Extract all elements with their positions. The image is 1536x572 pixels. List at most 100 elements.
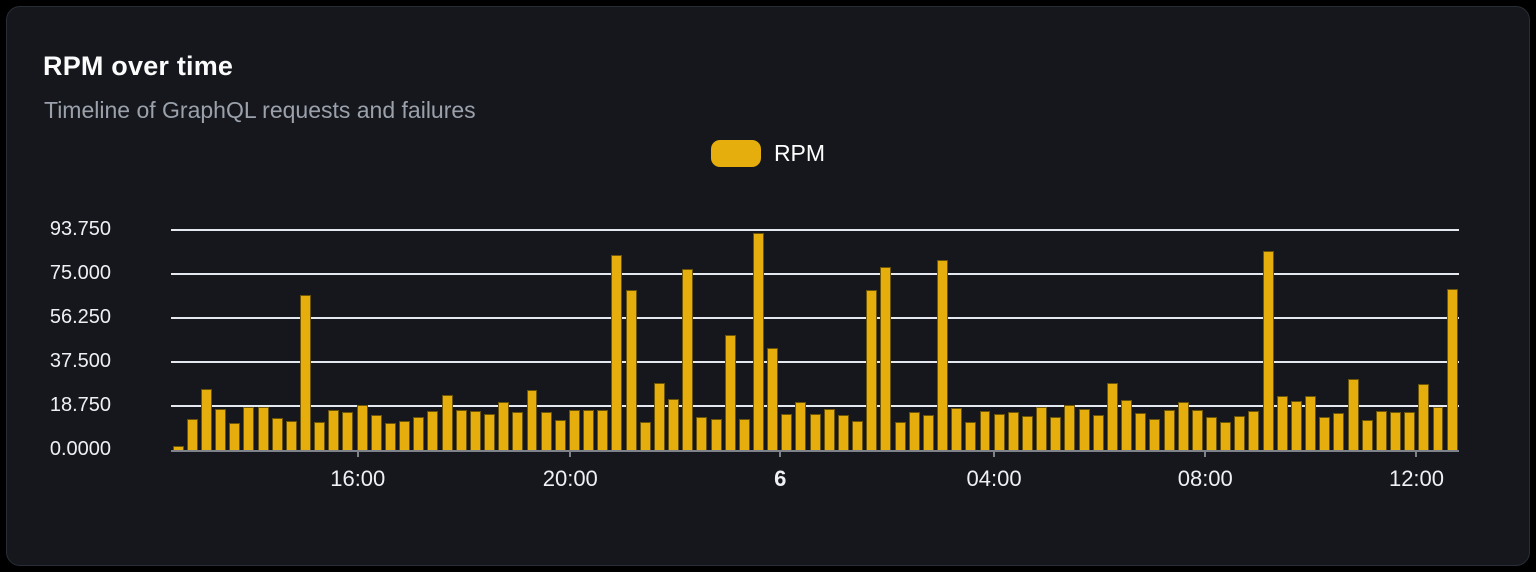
rpm-bar[interactable] bbox=[852, 421, 864, 450]
rpm-bar[interactable] bbox=[1290, 400, 1302, 450]
rpm-bar[interactable] bbox=[951, 408, 963, 450]
rpm-bar[interactable] bbox=[965, 422, 977, 450]
chart-subtitle: Timeline of GraphQL requests and failure… bbox=[44, 97, 476, 123]
rpm-bar[interactable] bbox=[1163, 409, 1175, 450]
rpm-bar[interactable] bbox=[215, 408, 227, 450]
rpm-bar[interactable] bbox=[370, 414, 382, 450]
rpm-bar[interactable] bbox=[1092, 415, 1104, 450]
rpm-bar[interactable] bbox=[1319, 416, 1331, 450]
rpm-bar[interactable] bbox=[1361, 419, 1373, 450]
rpm-bar[interactable] bbox=[724, 334, 736, 450]
rpm-bar[interactable] bbox=[271, 418, 283, 450]
legend-label-rpm: RPM bbox=[773, 140, 826, 166]
rpm-bar[interactable] bbox=[937, 260, 948, 450]
rpm-bar[interactable] bbox=[866, 289, 878, 450]
legend-item-rpm[interactable]: RPM bbox=[710, 140, 826, 167]
rpm-bar[interactable] bbox=[554, 419, 566, 450]
rpm-bar[interactable] bbox=[540, 412, 552, 450]
rpm-bar[interactable] bbox=[668, 398, 680, 450]
rpm-bar[interactable] bbox=[484, 413, 495, 450]
rpm-bar[interactable] bbox=[1121, 399, 1133, 450]
rpm-bar[interactable] bbox=[1446, 289, 1458, 450]
rpm-bar[interactable] bbox=[653, 382, 665, 450]
rpm-bar[interactable] bbox=[1418, 384, 1430, 450]
rpm-bar[interactable] bbox=[753, 233, 764, 450]
rpm-bar[interactable] bbox=[200, 389, 212, 450]
legend-swatch-rpm bbox=[710, 140, 761, 167]
rpm-bar[interactable] bbox=[1177, 401, 1189, 450]
rpm-bar[interactable] bbox=[908, 412, 920, 450]
plot-area[interactable]: 93.750 75.000 56.250 37.500 18.750 0.0000 16:… bbox=[50, 218, 1459, 491]
x-axis-tick-label: 6 bbox=[774, 466, 787, 491]
rpm-bar[interactable] bbox=[1007, 412, 1019, 450]
rpm-bar[interactable] bbox=[314, 421, 326, 450]
bar-series-rpm bbox=[171, 230, 1459, 450]
rpm-bar[interactable] bbox=[1375, 410, 1387, 450]
rpm-bar[interactable] bbox=[1106, 382, 1118, 450]
rpm-bar[interactable] bbox=[781, 414, 793, 450]
rpm-bar[interactable] bbox=[1347, 379, 1359, 450]
rpm-bar[interactable] bbox=[696, 416, 708, 450]
rpm-bar[interactable] bbox=[300, 294, 311, 450]
rpm-bar[interactable] bbox=[512, 412, 524, 450]
rpm-bar[interactable] bbox=[342, 412, 354, 450]
rpm-bar[interactable] bbox=[583, 409, 595, 450]
rpm-bar[interactable] bbox=[243, 407, 255, 450]
rpm-bar[interactable] bbox=[1333, 412, 1345, 450]
rpm-bar[interactable] bbox=[1206, 416, 1217, 450]
rpm-bar[interactable] bbox=[979, 410, 991, 450]
rpm-bar[interactable] bbox=[441, 394, 453, 450]
rpm-bar[interactable] bbox=[1064, 404, 1076, 450]
rpm-bar[interactable] bbox=[1191, 410, 1203, 450]
rpm-bar[interactable] bbox=[413, 417, 425, 450]
rpm-bar[interactable] bbox=[1276, 396, 1288, 450]
rpm-bar[interactable] bbox=[710, 419, 722, 450]
rpm-bar[interactable] bbox=[1432, 407, 1444, 450]
rpm-bar[interactable] bbox=[795, 402, 807, 450]
rpm-bar[interactable] bbox=[823, 408, 835, 450]
rpm-bar[interactable] bbox=[568, 410, 580, 450]
rpm-bar[interactable] bbox=[1390, 412, 1401, 450]
rpm-bar[interactable] bbox=[1021, 415, 1033, 450]
rpm-bar[interactable] bbox=[469, 410, 481, 450]
rpm-bar[interactable] bbox=[1262, 251, 1274, 450]
rpm-bar[interactable] bbox=[229, 423, 241, 450]
rpm-bar[interactable] bbox=[880, 266, 892, 450]
rpm-bar[interactable] bbox=[837, 414, 849, 450]
rpm-bar[interactable] bbox=[993, 414, 1005, 450]
rpm-bar[interactable] bbox=[597, 409, 609, 450]
rpm-bar[interactable] bbox=[767, 348, 779, 450]
rpm-bar[interactable] bbox=[1305, 396, 1317, 450]
rpm-bar[interactable] bbox=[894, 422, 906, 450]
rpm-bar[interactable] bbox=[1135, 412, 1147, 450]
rpm-bar[interactable] bbox=[498, 402, 510, 450]
rpm-bar[interactable] bbox=[922, 414, 934, 450]
rpm-bar[interactable] bbox=[399, 420, 411, 450]
x-axis-tick bbox=[1415, 450, 1418, 457]
rpm-bar[interactable] bbox=[1078, 408, 1090, 450]
rpm-bar[interactable] bbox=[1248, 411, 1260, 450]
rpm-bar[interactable] bbox=[328, 410, 340, 450]
rpm-bar[interactable] bbox=[172, 446, 184, 450]
rpm-bar[interactable] bbox=[1036, 406, 1048, 450]
rpm-bar[interactable] bbox=[1234, 415, 1246, 450]
rpm-bar[interactable] bbox=[611, 255, 623, 450]
rpm-bar[interactable] bbox=[1149, 418, 1161, 450]
rpm-bar[interactable] bbox=[639, 422, 651, 450]
rpm-bar[interactable] bbox=[1050, 416, 1062, 450]
rpm-bar[interactable] bbox=[427, 411, 439, 450]
rpm-bar[interactable] bbox=[1404, 411, 1416, 450]
rpm-bar[interactable] bbox=[186, 419, 198, 450]
rpm-bar[interactable] bbox=[526, 390, 538, 450]
rpm-bar[interactable] bbox=[356, 405, 368, 450]
x-axis-tick bbox=[993, 450, 996, 457]
rpm-bar[interactable] bbox=[285, 420, 297, 450]
rpm-bar[interactable] bbox=[455, 410, 467, 450]
rpm-bar[interactable] bbox=[257, 407, 269, 450]
rpm-bar[interactable] bbox=[384, 422, 396, 450]
rpm-bar[interactable] bbox=[625, 289, 637, 450]
rpm-bar[interactable] bbox=[682, 268, 694, 450]
rpm-bar[interactable] bbox=[1220, 422, 1232, 450]
rpm-bar[interactable] bbox=[738, 418, 750, 450]
rpm-bar[interactable] bbox=[809, 413, 821, 450]
